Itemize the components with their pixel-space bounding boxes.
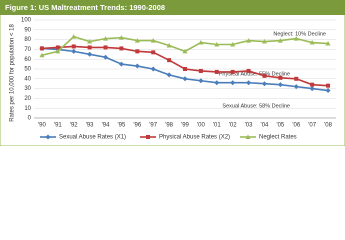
- marker: [71, 48, 77, 54]
- marker: [293, 84, 299, 90]
- y-tick-label: 20: [24, 96, 31, 102]
- marker: [214, 69, 219, 74]
- marker: [325, 41, 331, 46]
- marker: [246, 80, 252, 86]
- marker: [198, 78, 204, 84]
- marker: [261, 81, 267, 87]
- marker: [246, 38, 252, 43]
- y-tick-label: 0: [28, 116, 32, 122]
- legend-label: Physical Abuse Rates (X2): [159, 135, 230, 141]
- marker: [87, 51, 93, 57]
- marker: [183, 67, 187, 71]
- x-tick-label: '05: [276, 123, 284, 129]
- marker: [198, 40, 204, 45]
- x-tick-label: '94: [102, 123, 110, 129]
- marker: [39, 46, 44, 51]
- x-tick-label: '00: [197, 123, 205, 129]
- marker: [134, 63, 140, 69]
- annotation: Physical Abuse: 55% Decline: [219, 71, 290, 77]
- marker: [294, 76, 299, 81]
- marker: [261, 39, 267, 44]
- marker: [103, 36, 109, 41]
- marker: [182, 76, 188, 82]
- marker: [55, 45, 60, 50]
- marker: [293, 36, 299, 41]
- x-tick-label: '93: [86, 123, 94, 129]
- marker: [277, 38, 283, 43]
- marker: [150, 66, 156, 72]
- x-tick-label: '07: [308, 123, 316, 129]
- marker: [230, 69, 235, 74]
- marker: [55, 48, 61, 54]
- marker: [135, 49, 140, 54]
- y-tick-label: 80: [24, 37, 31, 43]
- y-tick-label: 60: [24, 57, 31, 63]
- legend-label: Sexual Abuse Rates (X1): [59, 135, 126, 141]
- chart: Figure 1: US Maltreatment Trends: 1990-2…: [0, 0, 345, 146]
- marker: [146, 135, 150, 139]
- marker: [309, 86, 315, 92]
- frame: [0, 0, 345, 146]
- marker: [325, 88, 331, 94]
- header-bar: [0, 0, 345, 15]
- marker: [278, 75, 283, 80]
- x-tick-label: '96: [133, 123, 141, 129]
- x-tick-label: '91: [54, 123, 62, 129]
- marker: [103, 45, 108, 50]
- legend-label: Neglect Rates: [259, 135, 297, 141]
- marker: [87, 45, 92, 50]
- marker: [230, 80, 236, 86]
- x-tick-label: '92: [70, 123, 78, 129]
- marker: [167, 58, 172, 63]
- x-tick-label: '90: [38, 123, 46, 129]
- marker: [309, 40, 315, 45]
- marker: [119, 46, 124, 51]
- marker: [310, 82, 315, 87]
- marker: [245, 134, 251, 139]
- marker: [118, 61, 124, 67]
- chart-title: Figure 1: US Maltreatment Trends: 1990-2…: [5, 3, 165, 12]
- marker: [118, 35, 124, 40]
- x-tick-label: '95: [118, 123, 126, 129]
- marker: [151, 50, 156, 55]
- marker: [246, 68, 251, 73]
- x-tick-label: '97: [149, 123, 157, 129]
- annotation: Sexual Abuse: 58% Decline: [222, 103, 290, 109]
- marker: [166, 42, 172, 48]
- x-tick-label: '06: [292, 123, 300, 129]
- marker: [103, 54, 109, 60]
- marker: [45, 134, 51, 140]
- y-tick-label: 30: [24, 86, 31, 92]
- marker: [198, 68, 203, 73]
- marker: [277, 82, 283, 88]
- marker: [134, 38, 140, 43]
- y-tick-label: 50: [24, 67, 31, 73]
- x-tick-label: '03: [245, 123, 253, 129]
- x-tick-label: '98: [165, 123, 173, 129]
- x-tick-label: '01: [213, 123, 221, 129]
- marker: [39, 52, 45, 58]
- x-tick-label: '99: [181, 123, 189, 129]
- y-tick-label: 100: [21, 18, 32, 24]
- y-tick-label: 70: [24, 47, 31, 53]
- annotation: Neglect: 10% Decline: [273, 31, 326, 37]
- y-tick-label: 90: [24, 27, 31, 33]
- marker: [214, 42, 220, 47]
- y-axis-title: Rates per 10,000 for population < 18: [10, 24, 16, 122]
- marker: [71, 34, 77, 39]
- marker: [230, 42, 236, 47]
- marker: [182, 48, 188, 54]
- x-tick-label: '04: [261, 123, 269, 129]
- marker: [262, 73, 267, 78]
- marker: [166, 72, 172, 78]
- marker: [326, 83, 331, 88]
- y-tick-label: 10: [24, 106, 31, 112]
- x-tick-label: '02: [229, 123, 237, 129]
- marker: [214, 80, 220, 86]
- marker: [87, 39, 93, 44]
- x-tick-label: '08: [324, 123, 332, 129]
- marker: [71, 44, 76, 49]
- marker: [150, 38, 156, 43]
- y-tick-label: 40: [24, 76, 31, 82]
